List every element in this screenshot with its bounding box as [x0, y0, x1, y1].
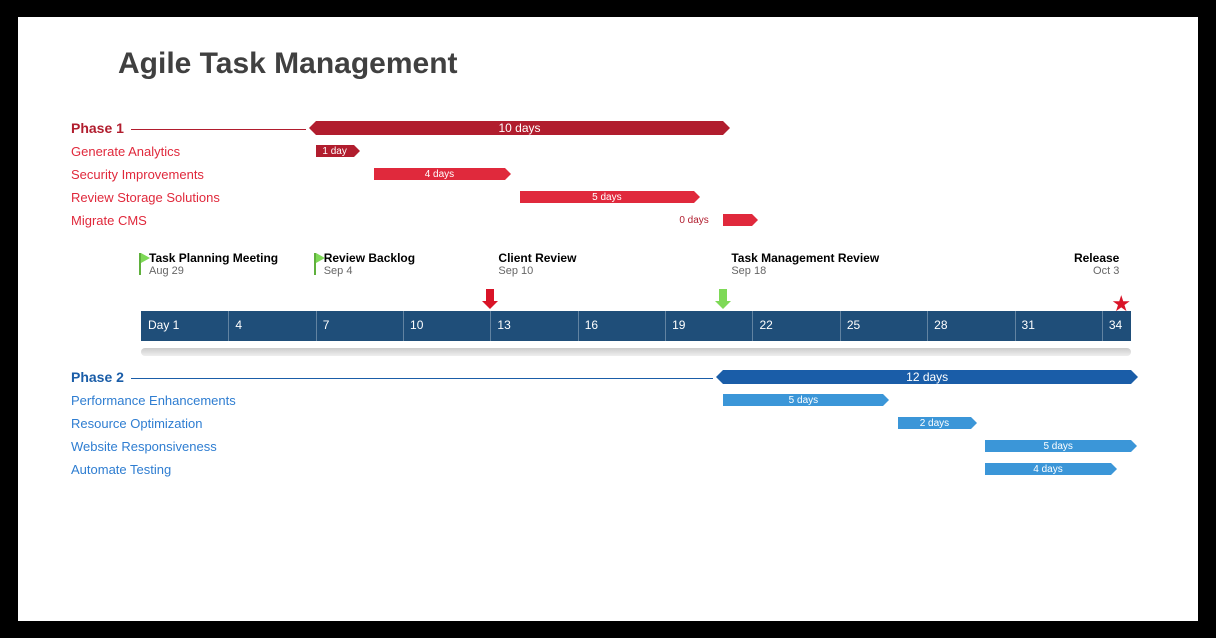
- milestone-date: Sep 4: [324, 265, 415, 277]
- milestone: Client ReviewSep 10: [498, 251, 576, 277]
- axis-label: 25: [847, 318, 860, 332]
- page-title: Agile Task Management: [118, 47, 1153, 81]
- task-bar: 5 days: [985, 440, 1131, 452]
- phase1-label: Phase 1: [71, 121, 124, 135]
- task-bar: 4 days: [374, 168, 505, 180]
- task-bar: 5 days: [723, 394, 883, 406]
- axis-label: 16: [585, 318, 598, 332]
- task-duration: 4 days: [1033, 464, 1062, 475]
- task-duration: 5 days: [592, 192, 621, 203]
- task-duration: 5 days: [789, 395, 818, 406]
- task-label: Migrate CMS: [71, 214, 147, 227]
- task-bar: 5 days: [520, 191, 695, 203]
- task-duration: 2 days: [920, 418, 949, 429]
- axis-tick: [228, 311, 229, 341]
- milestone-date: Sep 10: [498, 265, 576, 277]
- page: Agile Task Management Phase 1 10 days Gene…: [18, 17, 1198, 621]
- axis-label: 34: [1109, 318, 1122, 332]
- milestone-date: Aug 29: [149, 265, 278, 277]
- axis-tick: [403, 311, 404, 341]
- task-label: Website Responsiveness: [71, 440, 217, 453]
- phase2-line: [131, 378, 713, 379]
- milestone-title: Client Review: [498, 251, 576, 265]
- milestone: Task Planning MeetingAug 29: [149, 251, 278, 277]
- task-label: Generate Analytics: [71, 145, 180, 158]
- phase2-summary-text: 12 days: [906, 370, 948, 384]
- task-duration: 1 day: [322, 146, 346, 157]
- task-label: Resource Optimization: [71, 417, 203, 430]
- axis-tick: [1102, 311, 1103, 341]
- task-bar: 4 days: [985, 463, 1110, 475]
- task-bar: 1 day: [316, 145, 354, 157]
- phase1-line: [131, 129, 306, 130]
- milestone: Task Management ReviewSep 18: [731, 251, 879, 277]
- axis-tick: [927, 311, 928, 341]
- task-label: Automate Testing: [71, 463, 171, 476]
- milestone: Review BacklogSep 4: [324, 251, 415, 277]
- axis-label: 31: [1022, 318, 1035, 332]
- axis-label: 7: [323, 318, 330, 332]
- axis-tick: [665, 311, 666, 341]
- arrow-down-icon: [486, 289, 494, 301]
- phase1-summary-bar: 10 days: [316, 121, 724, 135]
- arrow-down-icon: [719, 289, 727, 301]
- task-duration: 4 days: [425, 169, 454, 180]
- flag-icon: [139, 253, 141, 275]
- task-duration: 0 days: [679, 215, 708, 226]
- phase2-label: Phase 2: [71, 370, 124, 384]
- axis-label: 22: [759, 318, 772, 332]
- axis-label: 4: [235, 318, 242, 332]
- timeline-axis: Day 1 4 7 10 13 16 19 22 25 28 31 34: [141, 311, 1131, 341]
- milestone-title: Task Planning Meeting: [149, 251, 278, 265]
- task-label: Review Storage Solutions: [71, 191, 220, 204]
- axis-tick: [490, 311, 491, 341]
- milestone-date: Sep 18: [731, 265, 879, 277]
- milestone-title: Review Backlog: [324, 251, 415, 265]
- gantt-chart: Phase 1 10 days Generate Analytics 1 day Sec…: [71, 121, 1131, 551]
- axis-tick: [752, 311, 753, 341]
- task-label: Performance Enhancements: [71, 394, 236, 407]
- task-label: Security Improvements: [71, 168, 204, 181]
- axis-tick: [1015, 311, 1016, 341]
- milestone-title: Release: [1039, 251, 1119, 265]
- flag-icon: [314, 253, 316, 275]
- phase1-summary-text: 10 days: [499, 121, 541, 135]
- axis-label: 10: [410, 318, 423, 332]
- axis-tick: [578, 311, 579, 341]
- axis-tick: [840, 311, 841, 341]
- axis-label: Day 1: [148, 318, 179, 332]
- milestone-title: Task Management Review: [731, 251, 879, 265]
- axis-label: 19: [672, 318, 685, 332]
- phase2-summary-bar: 12 days: [723, 370, 1131, 384]
- milestone: ReleaseOct 3: [1039, 251, 1119, 277]
- axis-shadow: [141, 348, 1131, 356]
- axis-tick: [316, 311, 317, 341]
- axis-label: 13: [497, 318, 510, 332]
- axis-label: 28: [934, 318, 947, 332]
- task-duration: 5 days: [1043, 441, 1072, 452]
- milestone-date: Oct 3: [1039, 265, 1119, 277]
- task-bar: 2 days: [898, 417, 971, 429]
- task-bar: [723, 214, 752, 226]
